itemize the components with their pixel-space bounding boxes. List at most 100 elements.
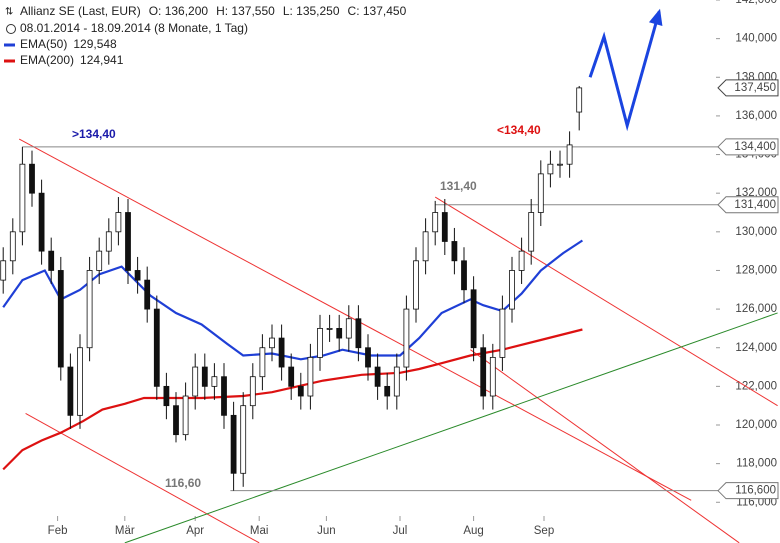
- y-tick-label: 118,000: [736, 458, 777, 470]
- candle-body: [67, 366, 74, 416]
- x-tick-label: Apr: [186, 525, 204, 537]
- candle-body: [9, 231, 16, 262]
- candle-body: [230, 414, 237, 474]
- y-tick-label: 124,000: [735, 342, 777, 354]
- x-tick-label: Jun: [317, 525, 336, 537]
- candle-body: [432, 212, 439, 233]
- candle-body: [297, 385, 304, 397]
- candle-body: [211, 376, 218, 387]
- level-box: [717, 138, 779, 156]
- candle-body: [489, 356, 496, 397]
- candle-body: [96, 250, 103, 271]
- candle-body: [240, 405, 247, 474]
- ohlc: H: 137,550: [216, 4, 275, 18]
- x-tick-label: Mär: [115, 525, 135, 537]
- legend-entry: EMA(50) 129,548: [20, 37, 117, 51]
- candle-body: [163, 385, 170, 407]
- candle-body: [422, 231, 429, 262]
- legend-value: 129,548: [73, 37, 117, 51]
- trend-line: [124, 312, 778, 543]
- y-tick-label: 140,000: [735, 33, 777, 45]
- annotation: 116,60: [165, 476, 201, 490]
- candle-body: [0, 260, 7, 281]
- candle-body: [537, 173, 544, 213]
- ohlc: C: 137,450: [348, 4, 407, 18]
- y-tick-label: 142,000: [735, 0, 777, 6]
- candle-body: [221, 376, 227, 416]
- candle-body: [115, 212, 122, 233]
- candle-body: [480, 347, 487, 397]
- candle-body: [317, 328, 323, 358]
- candle-body: [441, 212, 448, 242]
- candle-body: [384, 385, 391, 397]
- projection-arrowhead: [648, 8, 663, 26]
- candle-body: [307, 356, 314, 397]
- legend-entry: EMA(200) 124,941: [20, 53, 124, 67]
- legend-name: EMA(200): [20, 53, 74, 67]
- x-tick-label: Feb: [48, 525, 68, 537]
- legend-value: 124,941: [80, 53, 124, 67]
- candle-body: [201, 366, 208, 387]
- candle-body: [355, 318, 362, 349]
- candle-body: [547, 163, 554, 175]
- candle-body: [345, 318, 352, 339]
- header: ⇅ Allianz SE (Last, EUR) O: 136,200 H: 137…: [5, 4, 407, 35]
- clock-icon: [6, 24, 16, 34]
- x-tick-label: Mai: [250, 525, 269, 537]
- ohlc: L: 135,250: [283, 4, 340, 18]
- candle-body: [393, 366, 400, 397]
- candle-body: [461, 260, 467, 291]
- candle-body: [249, 376, 256, 407]
- last-price-box: [717, 79, 779, 97]
- trend-line: [434, 196, 778, 407]
- trend-line: [18, 138, 692, 501]
- candle-body: [105, 231, 112, 252]
- y-tick-label: 136,000: [735, 110, 777, 122]
- y-tick-label: 130,000: [735, 226, 777, 238]
- annotation: 131,40: [440, 179, 477, 193]
- level-box: [717, 482, 779, 500]
- annotation: >134,40: [72, 127, 116, 141]
- level-label: 134,400: [734, 141, 776, 153]
- ema-line: [2, 239, 584, 361]
- x-tick-label: Aug: [463, 525, 483, 537]
- y-tick-label: 126,000: [735, 303, 777, 315]
- candle-body: [326, 328, 333, 330]
- candle-body: [86, 270, 93, 349]
- candle-body: [144, 279, 151, 310]
- candle-body: [518, 250, 525, 271]
- subtitle: 08.01.2014 - 18.09.2014 (8 Monate, 1 Tag…: [20, 21, 248, 35]
- candle-body: [182, 395, 189, 436]
- y-tick-label: 122,000: [735, 380, 777, 392]
- trend-line: [25, 412, 260, 543]
- candle-body: [48, 250, 55, 271]
- candle-body: [566, 144, 573, 165]
- y-tick-label: 128,000: [735, 264, 777, 276]
- candle-body: [173, 405, 179, 436]
- y-tick-label: 132,000: [735, 187, 777, 199]
- candle-body: [278, 337, 285, 368]
- candle-body: [288, 366, 295, 387]
- trend-line: [470, 349, 740, 543]
- candle-body: [557, 163, 563, 166]
- level-box: [717, 196, 779, 214]
- ohlc: O: 136,200: [149, 4, 209, 18]
- level-label: 116,600: [735, 485, 776, 497]
- candle-body: [451, 241, 458, 262]
- candle-body: [576, 87, 583, 113]
- y-tick-label: 120,000: [735, 419, 777, 431]
- candle-body: [77, 347, 83, 416]
- chart-title: Allianz SE (Last, EUR) O: 136,200 H: 137,5…: [20, 4, 407, 18]
- candle-body: [365, 347, 371, 368]
- candle-body: [259, 347, 266, 378]
- legend-name: EMA(50): [20, 37, 67, 51]
- annotation: <134,40: [497, 123, 541, 137]
- candle-body: [528, 212, 535, 252]
- candle-body: [374, 366, 381, 387]
- level-label: 131,400: [734, 199, 776, 211]
- projection-line: [588, 11, 661, 132]
- y-tick-label: 116,000: [736, 496, 777, 508]
- candle-body: [19, 163, 26, 233]
- icon: ⇅: [5, 7, 13, 18]
